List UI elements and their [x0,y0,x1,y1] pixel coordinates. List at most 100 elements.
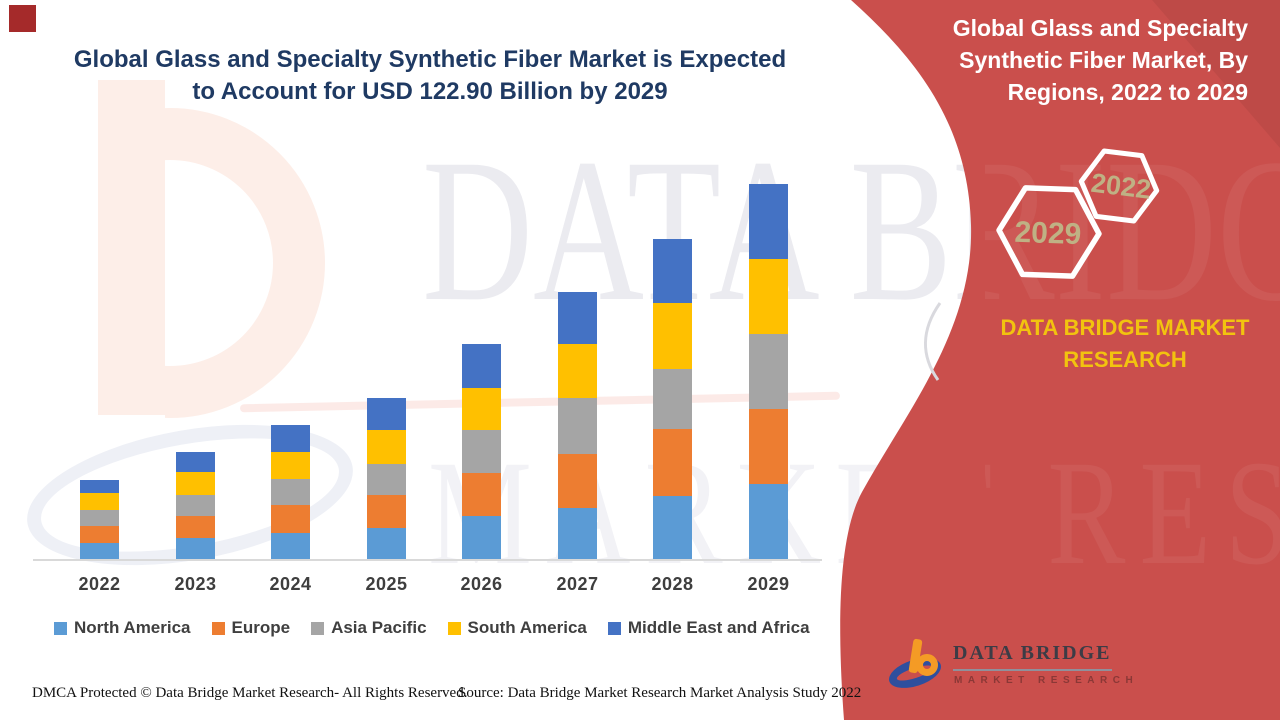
bar-group-2022 [80,480,119,559]
bar-segment-asia-pacific [653,369,692,429]
bar-segment-south-america [176,472,215,495]
legend-swatch-icon [311,621,325,635]
bar-group-2027 [558,292,597,559]
x-axis-line [33,559,822,561]
bar-segment-middle-east-and-africa [653,239,692,303]
bar-segment-south-america [749,259,788,334]
x-axis-label-2024: 2024 [269,574,312,594]
bar-segment-asia-pacific [176,495,215,516]
logo-orange-b-bowl-icon [916,654,938,676]
decor-crescent [924,302,942,381]
legend-swatch-icon [607,621,621,635]
year-hexagons: 2022 2029 [996,148,1160,279]
bar-segment-europe [80,526,119,543]
bar-segment-south-america [80,493,119,510]
brand-wordmark: DATA BRIDGE MARKET RESEARCH [1000,315,1250,372]
bar-segment-europe [462,473,501,516]
bar-segment-north-america [749,484,788,559]
watermark-text-on-red-1: DATA BRIDGE [985,117,1280,344]
red-panel-watermark: DATA BRIDGE MARKET RESEARCH [985,0,1280,720]
bar-segment-middle-east-and-africa [749,184,788,259]
bar-segment-europe [558,454,597,508]
legend-label: Asia Pacific [331,618,427,637]
bar-segment-north-america [80,543,119,559]
bar-group-2029 [749,184,788,559]
bar-group-2028 [653,239,692,559]
bar-segment-europe [176,516,215,538]
bar-segment-europe [749,409,788,484]
legend-label: North America [74,618,191,637]
bar-segment-south-america [653,303,692,369]
right-panel-title-line-2: Synthetic Fiber Market, By [959,47,1248,73]
bar-segment-middle-east-and-africa [80,480,119,493]
bar-segment-asia-pacific [367,464,406,495]
bar-segment-north-america [653,496,692,559]
dbmr-logo: DATA BRIDGE MARKET RESEARCH [885,634,1133,704]
watermark-text-on-red-2: MARKET RESEARCH [985,430,1280,596]
legend-item-north-america: North America [54,618,191,638]
right-panel-title-line-3: Regions, 2022 to 2029 [1007,79,1248,105]
hexagon-2029: 2029 [996,185,1102,279]
chart-legend: North America Europe Asia Pacific South Ame… [54,618,834,638]
bar-segment-middle-east-and-africa [367,398,406,430]
bar-segment-north-america [367,528,406,559]
logo-name-text: DATA BRIDGE [953,642,1112,671]
footer-dmca-text: DMCA Protected © Data Bridge Market Rese… [32,685,468,701]
bar-segment-europe [271,505,310,533]
hexagon-2029-outline [996,185,1102,279]
x-axis-label-2028: 2028 [651,574,694,594]
legend-item-middle-east-and-africa: Middle East and Africa [607,618,810,638]
x-axis-label-2025: 2025 [365,574,408,594]
legend-item-south-america: South America [447,618,587,638]
hexagon-2022-outline [1078,148,1160,224]
x-axis-label-2023: 2023 [174,574,217,594]
bar-segment-europe [653,429,692,496]
x-axis-label-2022: 2022 [78,574,121,594]
bar-segment-asia-pacific [271,479,310,505]
bar-segment-asia-pacific [80,510,119,526]
dbmr-b-watermark-stem [98,80,165,415]
bar-segment-north-america [462,516,501,559]
page-title-line-1: Global Glass and Specialty Synthetic Fib… [73,46,787,73]
bar-segment-asia-pacific [462,430,501,473]
legend-label: Europe [231,618,291,637]
bar-group-2026 [462,344,501,559]
dbmr-b-watermark-bowl-clip [165,100,330,420]
legend-swatch-icon [54,621,67,635]
bar-segment-middle-east-and-africa [462,344,501,388]
bar-segment-middle-east-and-africa [176,452,215,472]
bar-segment-south-america [558,344,597,398]
hexagon-2022: 2022 [1078,148,1160,224]
bar-segment-middle-east-and-africa [271,425,310,452]
x-axis-label-2027: 2027 [556,574,599,594]
x-axis-label-2026: 2026 [460,574,503,594]
bar-segment-south-america [367,430,406,464]
page-title-line-2: to Account for USD 122.90 Billion by 202… [192,78,668,105]
right-panel-title-line-1: Global Glass and Specialty [952,15,1248,41]
legend-item-europe: Europe [211,618,291,638]
legend-swatch-icon [211,621,225,635]
bar-segment-north-america [176,538,215,559]
legend-label: Middle East and Africa [627,618,810,637]
bar-group-2024 [271,425,310,559]
page-title: Global Glass and Specialty Synthetic Fib… [60,44,800,108]
bar-group-2023 [176,452,215,559]
bar-segment-south-america [462,388,501,430]
bar-segment-north-america [271,533,310,559]
legend-item-asia-pacific: Asia Pacific [311,618,427,638]
legend-label: South America [467,618,587,637]
bar-segment-south-america [271,452,310,479]
hexagon-2022-label: 2022 [1089,168,1152,205]
red-corner-band [1152,0,1280,148]
footer-source-text: Source: Data Bridge Market Research Mark… [458,685,862,701]
bar-segment-asia-pacific [749,334,788,409]
logo-tagline-text: MARKET RESEARCH [954,675,1139,686]
legend-swatch-icon [447,621,461,635]
x-axis-label-2029: 2029 [747,574,790,594]
right-panel-title: Global Glass and Specialty Synthetic Fib… [936,12,1248,108]
bar-segment-europe [367,495,406,528]
red-swoosh [840,0,1280,720]
